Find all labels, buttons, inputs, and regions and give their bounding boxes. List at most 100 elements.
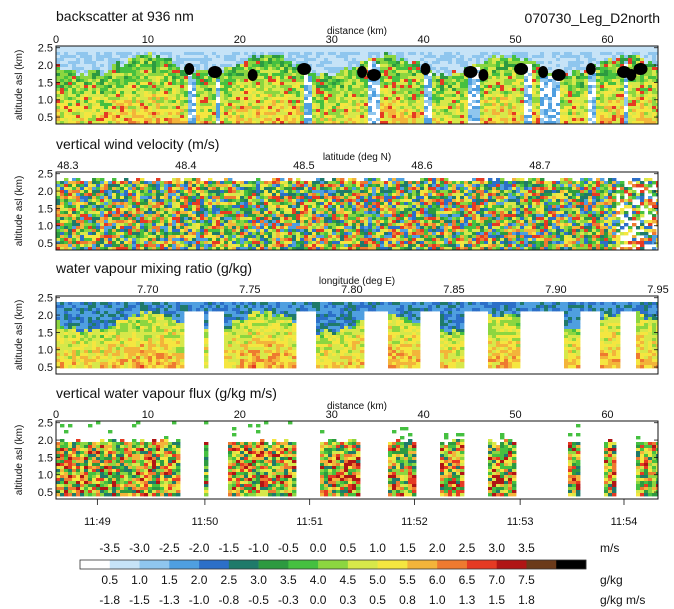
heatmap-cell (240, 88, 245, 92)
heatmap-cell (648, 85, 653, 89)
heatmap-cell (440, 67, 445, 71)
heatmap-cell (140, 214, 145, 218)
heatmap-cell (492, 82, 497, 86)
heatmap-cell (200, 70, 205, 74)
heatmap-cell (56, 211, 61, 215)
heatmap-cell (372, 61, 377, 65)
heatmap-cell (80, 106, 85, 110)
heatmap-cell (460, 109, 465, 113)
heatmap-cell (168, 229, 173, 233)
heatmap-cell (212, 244, 217, 248)
heatmap-cell (80, 100, 85, 104)
heatmap-cell (88, 217, 93, 221)
heatmap-cell (316, 106, 321, 110)
heatmap-cell (240, 121, 245, 124)
heatmap-cell (420, 103, 425, 107)
heatmap-cell (120, 232, 125, 236)
heatmap-cell (120, 85, 125, 89)
heatmap-cell (608, 121, 613, 124)
heatmap-cell (100, 205, 105, 209)
heatmap-cell (356, 79, 361, 83)
heatmap-cell (364, 58, 369, 62)
heatmap-cell (164, 223, 169, 227)
heatmap-cell (244, 58, 249, 62)
heatmap-cell (332, 82, 337, 86)
heatmap-cell (148, 226, 153, 230)
heatmap-cell (216, 205, 221, 209)
heatmap-cell (316, 118, 321, 122)
heatmap-cell (528, 70, 533, 74)
heatmap-cell (604, 70, 609, 74)
heatmap-cell (112, 202, 117, 206)
heatmap-cell (208, 229, 213, 233)
heatmap-cell (536, 94, 541, 98)
heatmap-cell (512, 94, 517, 98)
heatmap-cell (576, 103, 581, 107)
heatmap-cell (112, 46, 117, 50)
heatmap-cell (200, 94, 205, 98)
heatmap-cell (200, 232, 205, 236)
heatmap-cell (140, 76, 145, 80)
heatmap-cell (588, 76, 593, 80)
heatmap-cell (608, 67, 613, 71)
heatmap-cell (408, 109, 413, 113)
heatmap-cell (444, 85, 449, 89)
heatmap-cell (604, 55, 609, 59)
heatmap-cell (220, 73, 225, 77)
heatmap-cell (136, 106, 141, 110)
heatmap-cell (596, 46, 601, 50)
heatmap-cell (204, 109, 209, 113)
heatmap-cell (624, 58, 629, 62)
heatmap-cell (268, 118, 273, 122)
heatmap-cell (432, 73, 437, 77)
heatmap-cell (652, 52, 657, 56)
heatmap-cell (636, 88, 641, 92)
heatmap-cell (72, 64, 77, 68)
heatmap-cell (152, 97, 157, 101)
heatmap-cell (276, 49, 281, 53)
heatmap-cell (140, 79, 145, 83)
heatmap-cell (564, 58, 569, 62)
heatmap-cell (72, 226, 77, 230)
heatmap-cell (564, 82, 569, 86)
heatmap-cell (320, 121, 325, 124)
heatmap-cell (188, 196, 193, 200)
heatmap-cell (572, 49, 577, 53)
heatmap-cell (536, 58, 541, 62)
heatmap-cell (172, 73, 177, 77)
heatmap-cell (120, 76, 125, 80)
heatmap-cell (116, 214, 121, 218)
heatmap-cell (164, 100, 169, 104)
heatmap-cell (60, 58, 65, 62)
heatmap-cell (104, 193, 109, 197)
heatmap-cell (308, 106, 313, 110)
heatmap-cell (472, 49, 477, 53)
heatmap-cell (468, 106, 473, 110)
cloud-blob (357, 66, 368, 78)
heatmap-cell (84, 241, 89, 245)
heatmap-cell (500, 46, 505, 50)
heatmap-cell (520, 91, 525, 95)
heatmap-cell (236, 100, 241, 104)
heatmap-cell (644, 85, 649, 89)
heatmap-cell (272, 52, 277, 56)
heatmap-cell (592, 88, 597, 92)
heatmap-cell (444, 100, 449, 104)
heatmap-cell (244, 88, 249, 92)
heatmap-cell (292, 94, 297, 98)
heatmap-cell (628, 112, 633, 116)
heatmap-cell (268, 106, 273, 110)
heatmap-cell (228, 85, 233, 89)
heatmap-cell (56, 202, 61, 206)
heatmap-cell (536, 109, 541, 113)
heatmap-cell (284, 91, 289, 95)
heatmap-cell (160, 202, 165, 206)
heatmap-cell (608, 52, 613, 56)
heatmap-cell (560, 91, 565, 95)
heatmap-cell (288, 94, 293, 98)
heatmap-cell (572, 88, 577, 92)
heatmap-cell (364, 79, 369, 83)
heatmap-cell (104, 58, 109, 62)
heatmap-cell (628, 91, 633, 95)
heatmap-cell (428, 100, 433, 104)
